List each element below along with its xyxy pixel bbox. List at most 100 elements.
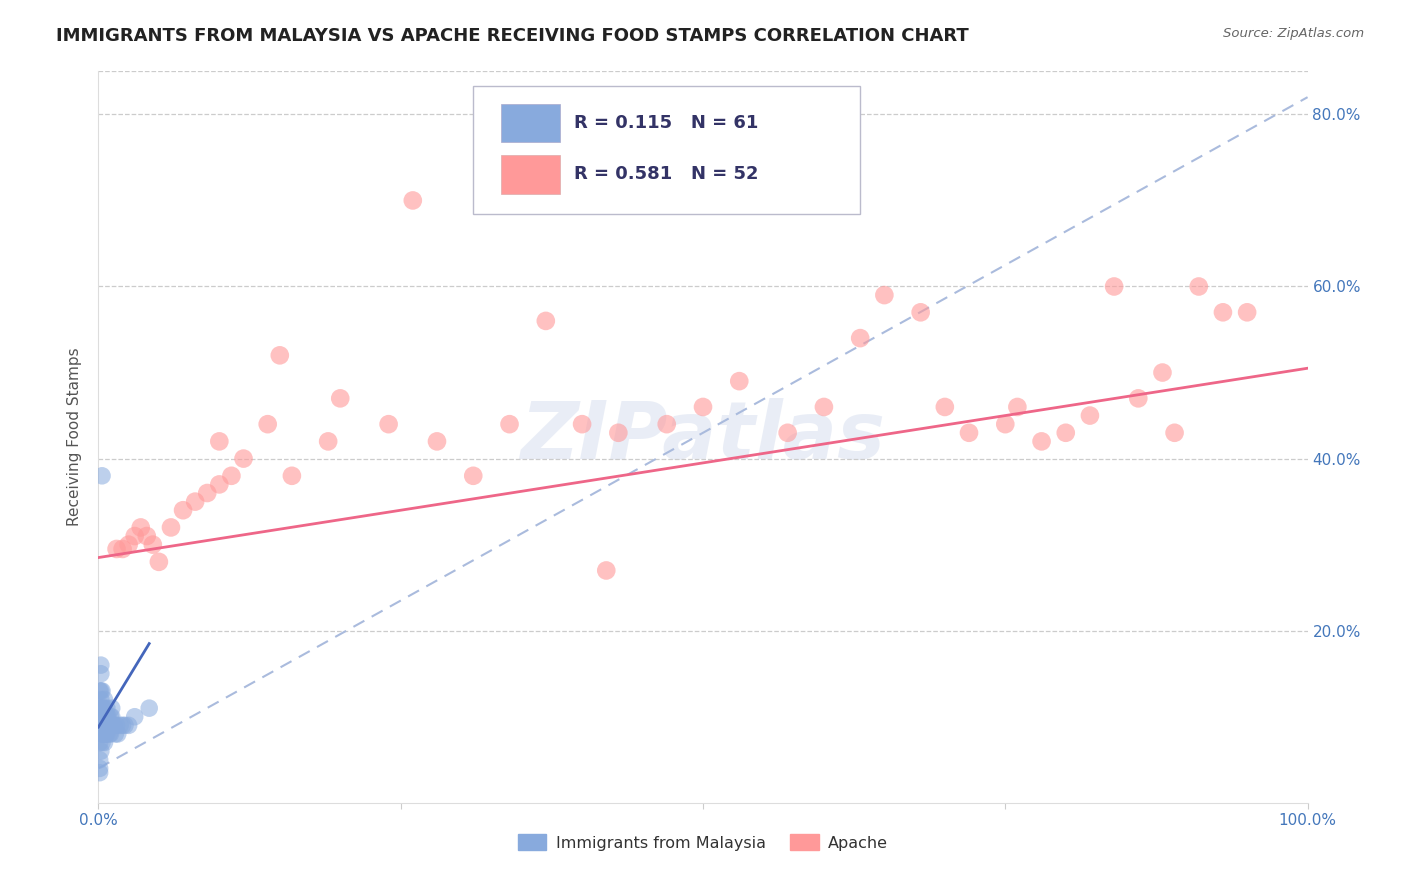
- Point: [221, 468, 243, 483]
- Point: [1152, 366, 1174, 380]
- Point: [463, 468, 485, 483]
- Legend: Immigrants from Malaysia, Apache: Immigrants from Malaysia, Apache: [512, 828, 894, 857]
- Point: [93, 692, 115, 706]
- Point: [100, 710, 122, 724]
- Point: [813, 400, 835, 414]
- Point: [91, 468, 114, 483]
- Point: [111, 541, 134, 556]
- Point: [1212, 305, 1234, 319]
- Point: [776, 425, 799, 440]
- Text: ZIPatlas: ZIPatlas: [520, 398, 886, 476]
- FancyBboxPatch shape: [501, 155, 561, 194]
- FancyBboxPatch shape: [501, 104, 561, 143]
- Point: [100, 718, 122, 732]
- Point: [104, 727, 127, 741]
- Point: [655, 417, 678, 432]
- Point: [1128, 392, 1150, 406]
- Point: [107, 727, 129, 741]
- Point: [1054, 425, 1077, 440]
- Point: [692, 400, 714, 414]
- Point: [94, 718, 117, 732]
- Point: [90, 658, 112, 673]
- Point: [93, 710, 115, 724]
- Point: [281, 468, 304, 483]
- Point: [94, 710, 117, 724]
- Point: [105, 718, 128, 732]
- Point: [124, 529, 146, 543]
- Point: [90, 727, 112, 741]
- Point: [91, 718, 114, 732]
- Point: [208, 434, 231, 449]
- Point: [90, 692, 112, 706]
- Point: [91, 735, 114, 749]
- Point: [98, 727, 121, 741]
- Point: [148, 555, 170, 569]
- Point: [160, 520, 183, 534]
- Point: [103, 718, 125, 732]
- Point: [910, 305, 932, 319]
- Point: [90, 666, 112, 681]
- Point: [1078, 409, 1101, 423]
- Point: [1031, 434, 1053, 449]
- Point: [97, 710, 120, 724]
- Point: [100, 727, 122, 741]
- Point: [91, 718, 114, 732]
- Point: [90, 684, 112, 698]
- Text: Source: ZipAtlas.com: Source: ZipAtlas.com: [1223, 27, 1364, 40]
- Point: [97, 718, 120, 732]
- Point: [607, 425, 630, 440]
- Point: [93, 727, 115, 741]
- Point: [1007, 400, 1029, 414]
- Point: [111, 718, 134, 732]
- Point: [118, 538, 141, 552]
- Text: IMMIGRANTS FROM MALAYSIA VS APACHE RECEIVING FOOD STAMPS CORRELATION CHART: IMMIGRANTS FROM MALAYSIA VS APACHE RECEI…: [56, 27, 969, 45]
- Point: [118, 718, 141, 732]
- Point: [90, 744, 112, 758]
- Point: [89, 718, 111, 732]
- Point: [138, 701, 160, 715]
- Point: [728, 374, 751, 388]
- Point: [91, 710, 114, 724]
- Point: [426, 434, 449, 449]
- Point: [90, 701, 112, 715]
- Point: [89, 710, 111, 724]
- Point: [89, 684, 111, 698]
- Point: [91, 684, 114, 698]
- Point: [873, 288, 896, 302]
- Point: [89, 761, 111, 775]
- Point: [377, 417, 399, 432]
- Point: [91, 727, 114, 741]
- Point: [96, 718, 118, 732]
- Point: [98, 718, 121, 732]
- Point: [100, 710, 122, 724]
- Point: [124, 710, 146, 724]
- Point: [595, 564, 617, 578]
- Point: [316, 434, 339, 449]
- Point: [114, 718, 136, 732]
- Point: [89, 701, 111, 715]
- Point: [93, 701, 115, 715]
- Point: [208, 477, 231, 491]
- Point: [1236, 305, 1258, 319]
- Point: [184, 494, 207, 508]
- Point: [101, 718, 124, 732]
- Point: [849, 331, 872, 345]
- Text: R = 0.115   N = 61: R = 0.115 N = 61: [574, 114, 758, 132]
- Point: [96, 727, 118, 741]
- Point: [994, 417, 1017, 432]
- Point: [105, 541, 128, 556]
- Point: [329, 392, 352, 406]
- Point: [91, 727, 114, 741]
- Point: [90, 718, 112, 732]
- Y-axis label: Receiving Food Stamps: Receiving Food Stamps: [67, 348, 83, 526]
- Point: [96, 701, 118, 715]
- Point: [108, 718, 131, 732]
- Point: [100, 701, 122, 715]
- Point: [91, 701, 114, 715]
- Point: [142, 538, 165, 552]
- Point: [934, 400, 956, 414]
- Point: [571, 417, 593, 432]
- Point: [129, 520, 152, 534]
- Point: [91, 701, 114, 715]
- Point: [91, 710, 114, 724]
